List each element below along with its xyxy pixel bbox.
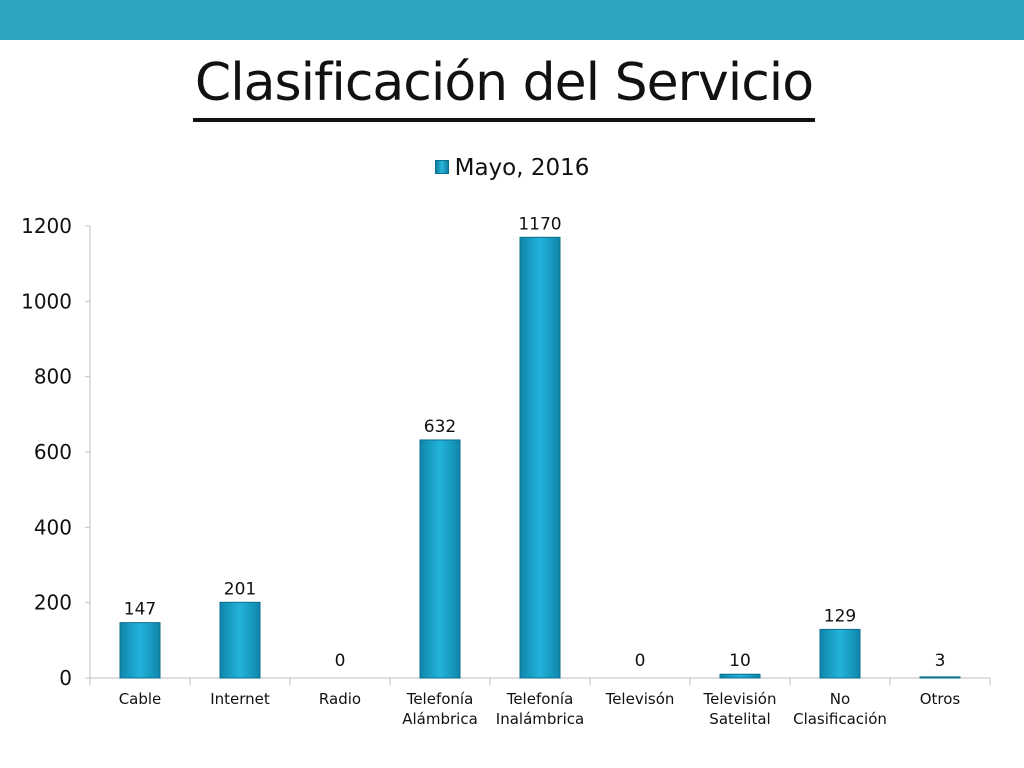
data-label: 0 xyxy=(335,651,346,671)
bar xyxy=(819,628,861,679)
y-tick-label: 400 xyxy=(34,515,72,539)
data-label: 201 xyxy=(224,579,256,599)
x-tick-label: Televisión xyxy=(703,690,777,708)
legend-swatch xyxy=(434,159,449,174)
x-tick-label: Otros xyxy=(920,690,961,708)
data-label: 3 xyxy=(935,651,946,671)
bar xyxy=(219,601,261,679)
data-label: 0 xyxy=(635,651,646,671)
bar xyxy=(719,673,761,679)
data-label: 1170 xyxy=(518,214,561,234)
data-label: 632 xyxy=(424,417,456,437)
chart-labels: 147 Cable 201 Internet 0 Radio 632 Telefonía Alá… xyxy=(119,214,961,728)
x-tick-label: Inalámbrica xyxy=(496,710,584,728)
x-tick-label: No xyxy=(830,690,850,708)
x-tick-label: Clasificación xyxy=(793,710,887,728)
y-tick-label: 1000 xyxy=(21,289,72,313)
x-tick-label: Telefonía xyxy=(506,690,574,708)
data-label: 10 xyxy=(729,651,751,671)
x-tick-label: Alámbrica xyxy=(402,710,478,728)
y-tick-label: 600 xyxy=(34,440,72,464)
bar xyxy=(419,439,461,679)
x-tick-label: Internet xyxy=(210,690,270,708)
x-tick-label: Televisón xyxy=(605,690,675,708)
bar xyxy=(519,236,561,679)
bar xyxy=(919,676,961,679)
y-tick-label: 1200 xyxy=(21,214,72,238)
y-tick-label: 0 xyxy=(59,666,72,690)
y-tick-label: 800 xyxy=(34,365,72,389)
bar xyxy=(119,622,161,679)
data-label: 129 xyxy=(824,606,856,626)
page-title-text: Clasificación del Servicio xyxy=(192,48,816,122)
page-title: Clasificación del Servicio xyxy=(0,48,1008,122)
x-tick-label: Cable xyxy=(119,690,162,708)
x-tick-label: Radio xyxy=(319,690,361,708)
data-label: 147 xyxy=(124,600,156,620)
x-tick-label: Satelital xyxy=(709,710,770,728)
y-tick-label: 200 xyxy=(34,591,72,615)
legend-label: Mayo, 2016 xyxy=(454,155,590,181)
top-accent-bar xyxy=(0,0,1024,40)
chart-legend: Mayo, 2016 xyxy=(0,155,1024,181)
x-tick-label: Telefonía xyxy=(406,690,474,708)
chart-bars xyxy=(119,236,961,679)
